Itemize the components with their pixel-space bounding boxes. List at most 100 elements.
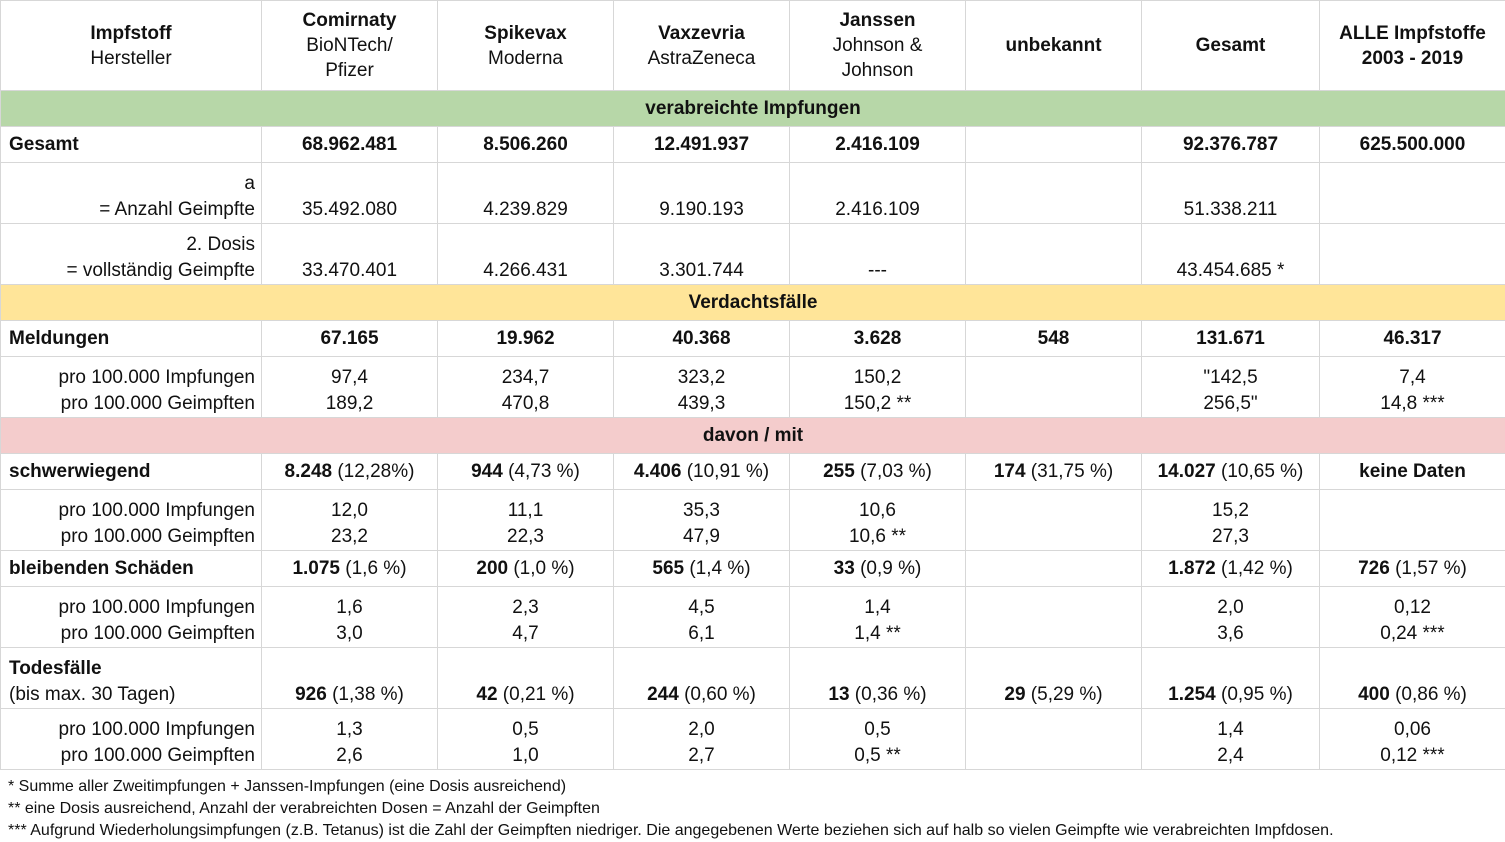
count-value: 244 — [647, 684, 679, 705]
statistics-table: Impfstoff Hersteller Comirnaty BioNTech/… — [0, 0, 1505, 770]
percent-value: (5,29 %) — [1031, 684, 1103, 705]
percent-value: (10,65 %) — [1221, 461, 1303, 482]
header-impfstoff-cell: Impfstoff Hersteller — [1, 1, 262, 91]
rate-value: 470,8 — [442, 391, 609, 417]
rate-value: 15,2 — [1146, 498, 1315, 524]
header-alle: ALLE Impfstoffe 2003 - 2019 — [1320, 1, 1505, 91]
rate-value: 150,2 — [794, 365, 961, 391]
rate-value: 12,0 — [266, 498, 433, 524]
rate-value: 7,4 — [1324, 365, 1501, 391]
schwer-rate-row: pro 100.000 Impfungen pro 100.000 Geimpf… — [1, 490, 1505, 551]
tod-rate-row: pro 100.000 Impfungen pro 100.000 Geimpf… — [1, 709, 1505, 770]
table-cell: 174 (31,75 %) — [966, 454, 1142, 490]
count-value: 33 — [834, 558, 855, 579]
percent-value: (1,42 %) — [1221, 558, 1293, 579]
rate-value: 4,5 — [618, 595, 785, 621]
table-cell: 625.500.000 — [1320, 127, 1505, 163]
rate-value: 97,4 — [266, 365, 433, 391]
count-value: 1.075 — [292, 558, 340, 579]
table-cell: 244 (0,60 %) — [614, 648, 790, 709]
rate-value: "142,5 — [1146, 365, 1315, 391]
header-name: Comirnaty — [266, 8, 433, 33]
header-vaxzevria: Vaxzevria AstraZeneca — [614, 1, 790, 91]
count-value: 8.248 — [285, 461, 333, 482]
rate-value: 2,3 — [442, 595, 609, 621]
gesamt-row: Gesamt 68.962.481 8.506.260 12.491.937 2… — [1, 127, 1505, 163]
rate-value: 0,5 — [442, 717, 609, 743]
table-cell: 3.301.744 — [614, 224, 790, 285]
header-impfstoff: Impfstoff — [5, 21, 257, 46]
count-value: 400 — [1358, 684, 1390, 705]
table-cell: 12.491.937 — [614, 127, 790, 163]
table-cell: 68.962.481 — [262, 127, 438, 163]
table-cell: 944 (4,73 %) — [438, 454, 614, 490]
table-cell: 13 (0,36 %) — [790, 648, 966, 709]
rate-value: 23,2 — [266, 524, 433, 550]
row-label-line: Todesfälle — [9, 656, 257, 682]
section-davon: davon / mit — [1, 418, 1505, 454]
rate-value: 1,0 — [442, 743, 609, 769]
rate-value: 10,6 — [794, 498, 961, 524]
header-row: Impfstoff Hersteller Comirnaty BioNTech/… — [1, 1, 1505, 91]
percent-value: (7,03 %) — [860, 461, 932, 482]
table-cell: 3.628 — [790, 321, 966, 357]
table-cell: 2.416.109 — [790, 127, 966, 163]
percent-value: (31,75 %) — [1031, 461, 1113, 482]
count-value: 13 — [828, 684, 849, 705]
table-cell: 67.165 — [262, 321, 438, 357]
table-cell: 1.075 (1,6 %) — [262, 551, 438, 587]
table-cell: 565 (1,4 %) — [614, 551, 790, 587]
tod-row: Todesfälle (bis max. 30 Tagen) 926 (1,38… — [1, 648, 1505, 709]
header-name: Janssen — [794, 8, 961, 33]
rate-value: 22,3 — [442, 524, 609, 550]
header-sub: Johnson — [794, 58, 961, 83]
count-value: 29 — [1004, 684, 1025, 705]
rate-label: pro 100.000 Geimpften — [5, 621, 255, 647]
rate-label: pro 100.000 Impfungen — [5, 717, 255, 743]
percent-value: (4,73 %) — [508, 461, 580, 482]
percent-value: (0,9 %) — [860, 558, 921, 579]
section-verabreicht: verabreichte Impfungen — [1, 91, 1505, 127]
rate-value: 323,2 — [618, 365, 785, 391]
percent-value: (12,28%) — [337, 461, 414, 482]
row-label: a = Anzahl Geimpfte — [1, 163, 262, 224]
table-cell: 40.368 — [614, 321, 790, 357]
rate-value: 0,12 — [1324, 595, 1501, 621]
header-janssen: Janssen Johnson & Johnson — [790, 1, 966, 91]
table-cell: --- — [790, 224, 966, 285]
header-gesamt: Gesamt — [1142, 1, 1320, 91]
table-cell — [1320, 224, 1505, 285]
rate-value: 1,3 — [266, 717, 433, 743]
rate-value: 0,5 — [794, 717, 961, 743]
rate-value: 189,2 — [266, 391, 433, 417]
table-cell: 35.492.080 — [262, 163, 438, 224]
table-cell: 9.190.193 — [614, 163, 790, 224]
rate-value: 234,7 — [442, 365, 609, 391]
section-row: davon / mit — [1, 418, 1505, 454]
table-cell — [966, 224, 1142, 285]
row-label: 2. Dosis = vollständig Geimpfte — [1, 224, 262, 285]
row-label: Gesamt — [1, 127, 262, 163]
bleibend-row: bleibenden Schäden 1.075 (1,6 %) 200 (1,… — [1, 551, 1505, 587]
rate-value: 2,7 — [618, 743, 785, 769]
rate-label: pro 100.000 Geimpften — [5, 743, 255, 769]
table-cell: 1.872 (1,42 %) — [1142, 551, 1320, 587]
bleibend-rate-row: pro 100.000 Impfungen pro 100.000 Geimpf… — [1, 587, 1505, 648]
rate-value: 1,4 — [794, 595, 961, 621]
rate-value: 0,24 *** — [1324, 621, 1501, 647]
percent-value: (0,86 %) — [1395, 684, 1467, 705]
rate-value: 3,6 — [1146, 621, 1315, 647]
rate-value: 1,6 — [266, 595, 433, 621]
table-cell: 42 (0,21 %) — [438, 648, 614, 709]
header-spikevax: Spikevax Moderna — [438, 1, 614, 91]
section-row: Verdachtsfälle — [1, 285, 1505, 321]
count-value: 42 — [476, 684, 497, 705]
row-label: pro 100.000 Impfungen pro 100.000 Geimpf… — [1, 587, 262, 648]
row-label-line: a — [5, 171, 255, 197]
